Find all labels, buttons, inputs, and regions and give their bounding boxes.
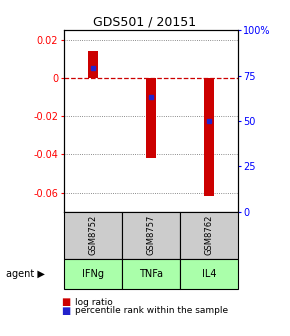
Text: percentile rank within the sample: percentile rank within the sample xyxy=(75,306,229,315)
Bar xyxy=(180,259,238,289)
Bar xyxy=(64,212,122,259)
Text: ■: ■ xyxy=(61,297,70,307)
Text: IL4: IL4 xyxy=(202,269,216,279)
Bar xyxy=(204,78,214,197)
Bar xyxy=(64,259,122,289)
Text: GSM8752: GSM8752 xyxy=(88,215,97,255)
Text: GSM8762: GSM8762 xyxy=(204,215,213,255)
Bar xyxy=(146,78,156,158)
Text: IFNg: IFNg xyxy=(82,269,104,279)
Bar xyxy=(122,259,180,289)
Text: GSM8757: GSM8757 xyxy=(146,215,155,255)
Text: GDS501 / 20151: GDS501 / 20151 xyxy=(93,15,197,28)
Text: log ratio: log ratio xyxy=(75,298,113,307)
Text: ■: ■ xyxy=(61,306,70,316)
Text: agent ▶: agent ▶ xyxy=(6,269,45,279)
Bar xyxy=(180,212,238,259)
Text: TNFa: TNFa xyxy=(139,269,163,279)
Bar xyxy=(122,212,180,259)
Bar xyxy=(88,51,98,78)
